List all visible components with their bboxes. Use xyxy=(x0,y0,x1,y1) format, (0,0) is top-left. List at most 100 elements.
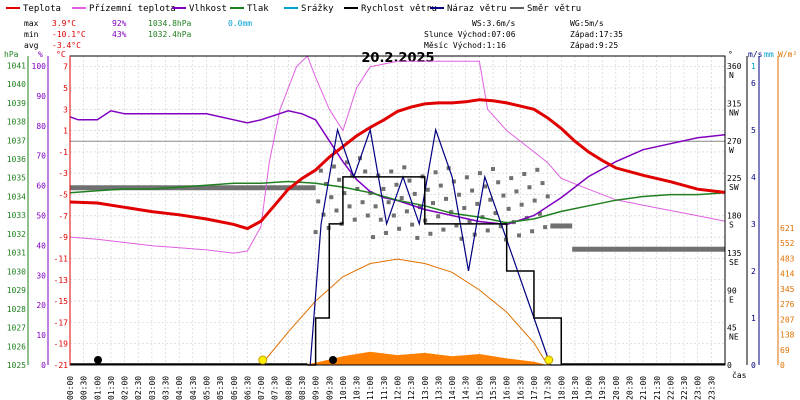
x-tick-label: 16:00 xyxy=(503,376,512,400)
wind-dir-point xyxy=(537,211,542,216)
pct-tick-label: 90 xyxy=(36,92,46,101)
wind-dir-point xyxy=(415,235,420,240)
x-tick-label: 19:00 xyxy=(585,376,594,400)
wm2-tick-label: 207 xyxy=(780,315,795,324)
wind-dir-point xyxy=(334,208,339,213)
hpa-tick-label: 1026 xyxy=(7,342,26,351)
wind-dir-point xyxy=(506,206,511,211)
wind-dir-point xyxy=(402,165,407,170)
wind-dir-point xyxy=(509,176,514,181)
pct-tick-label: 0 xyxy=(41,361,46,370)
degc-tick-label: -13 xyxy=(54,276,69,285)
stat-max-press: 1034.8hPa xyxy=(148,19,192,28)
degc-tick-label: -11 xyxy=(54,254,69,263)
wind-dir-point xyxy=(404,209,409,214)
wind-dir-point xyxy=(475,201,480,206)
wind-dir-point xyxy=(527,185,532,190)
wind-dir-point xyxy=(370,235,375,240)
x-tick-label: 19:30 xyxy=(598,376,607,400)
wind-dir-point xyxy=(412,191,417,196)
wind-dir-point xyxy=(378,217,383,222)
wind-dir-point xyxy=(384,230,389,235)
wind-dir-point xyxy=(337,177,342,182)
moonset-marker xyxy=(329,356,337,364)
wind-dir-point xyxy=(540,181,545,186)
deg-tick-label: 45 xyxy=(727,324,737,333)
wm2-tick-label: 69 xyxy=(780,346,790,355)
x-tick-label: 07:30 xyxy=(271,376,280,400)
wind-dir-point xyxy=(389,169,394,174)
x-tick-label: 12:30 xyxy=(407,376,416,400)
wind-dir-point xyxy=(360,200,365,205)
wind-dir-point xyxy=(430,201,435,206)
wind-dir-point xyxy=(462,206,467,211)
wind-dir-bar xyxy=(572,246,725,252)
stat-min-hum: 43% xyxy=(112,30,127,39)
pct-tick-label: 60 xyxy=(36,182,46,191)
wind-dir-point xyxy=(350,173,355,178)
hpa-tick-label: 1031 xyxy=(7,249,26,258)
degc-tick-label: -3 xyxy=(58,169,68,178)
stat-min-press: 1032.4hPa xyxy=(148,30,192,39)
wind-dir-point xyxy=(532,198,537,203)
wind-dir-point xyxy=(459,236,464,241)
legend-label: Vlhkost xyxy=(189,4,227,14)
dir-label: W xyxy=(729,146,734,155)
x-tick-label: 12:00 xyxy=(394,376,403,400)
wind-dir-point xyxy=(381,186,386,191)
stat-min-temp: -10.1°C xyxy=(52,30,86,39)
wind-dir-point xyxy=(530,229,535,234)
unit-hpa: hPa xyxy=(4,50,19,59)
pct-tick-label: 10 xyxy=(36,331,46,340)
wind-dir-point xyxy=(324,181,329,186)
ms-tick-label: 1 xyxy=(751,62,756,71)
sunset-marker xyxy=(544,355,554,365)
x-tick-label: 06:30 xyxy=(243,376,252,400)
x-tick-label: 20:00 xyxy=(612,376,621,400)
wind-dir-point xyxy=(477,171,482,176)
wind-dir-point xyxy=(522,171,527,176)
x-tick-label: 14:00 xyxy=(448,376,457,400)
wind-dir-bar xyxy=(550,223,573,229)
x-tick-label: 23:30 xyxy=(707,376,716,400)
ms-tick-label: 0 xyxy=(751,361,756,370)
x-tick-label: 08:30 xyxy=(298,376,307,400)
wind-gust-line xyxy=(309,127,562,366)
info-wg: WG:5m/s xyxy=(570,19,604,28)
hpa-tick-label: 1034 xyxy=(7,192,26,201)
deg-tick-label: 315 xyxy=(727,99,742,108)
legend-label: Teplota xyxy=(23,4,61,14)
hpa-tick-label: 1025 xyxy=(7,361,26,370)
x-tick-label: 08:00 xyxy=(284,376,293,400)
wind-dir-point xyxy=(313,230,318,235)
pct-tick-label: 70 xyxy=(36,152,46,161)
x-tick-label: 11:30 xyxy=(380,376,389,400)
unit-ms: m/s xyxy=(748,50,763,59)
x-tick-label: 14:30 xyxy=(462,376,471,400)
x-tick-label: 23:00 xyxy=(694,376,703,400)
sunrise-marker xyxy=(258,355,268,365)
wind-dir-point xyxy=(543,225,548,230)
degc-tick-label: 7 xyxy=(63,63,68,72)
hpa-tick-label: 1037 xyxy=(7,136,26,145)
hpa-tick-label: 1041 xyxy=(7,61,26,70)
wind-dir-point xyxy=(391,213,396,218)
ms-tick-label: 3 xyxy=(751,220,756,229)
wind-dir-point xyxy=(498,224,503,229)
wind-dir-point xyxy=(347,204,352,209)
dir-label: SE xyxy=(729,258,739,267)
unit-deg: ° xyxy=(728,50,733,59)
x-tick-label: 00:30 xyxy=(80,376,89,400)
pct-tick-label: 40 xyxy=(36,241,46,250)
degc-tick-label: -17 xyxy=(54,318,69,327)
dir-label: NE xyxy=(729,333,739,342)
info-sunset: Západ:17:35 xyxy=(570,30,623,39)
x-tick-label: 16:30 xyxy=(516,376,525,400)
wm2-tick-label: 414 xyxy=(780,270,795,279)
wind-dir-point xyxy=(488,197,493,202)
degc-tick-label: -21 xyxy=(54,361,69,370)
pct-tick-label: 100 xyxy=(32,62,47,71)
x-tick-label: 22:00 xyxy=(666,376,675,400)
wm2-tick-label: 138 xyxy=(780,331,795,340)
wind-dir-point xyxy=(451,179,456,184)
